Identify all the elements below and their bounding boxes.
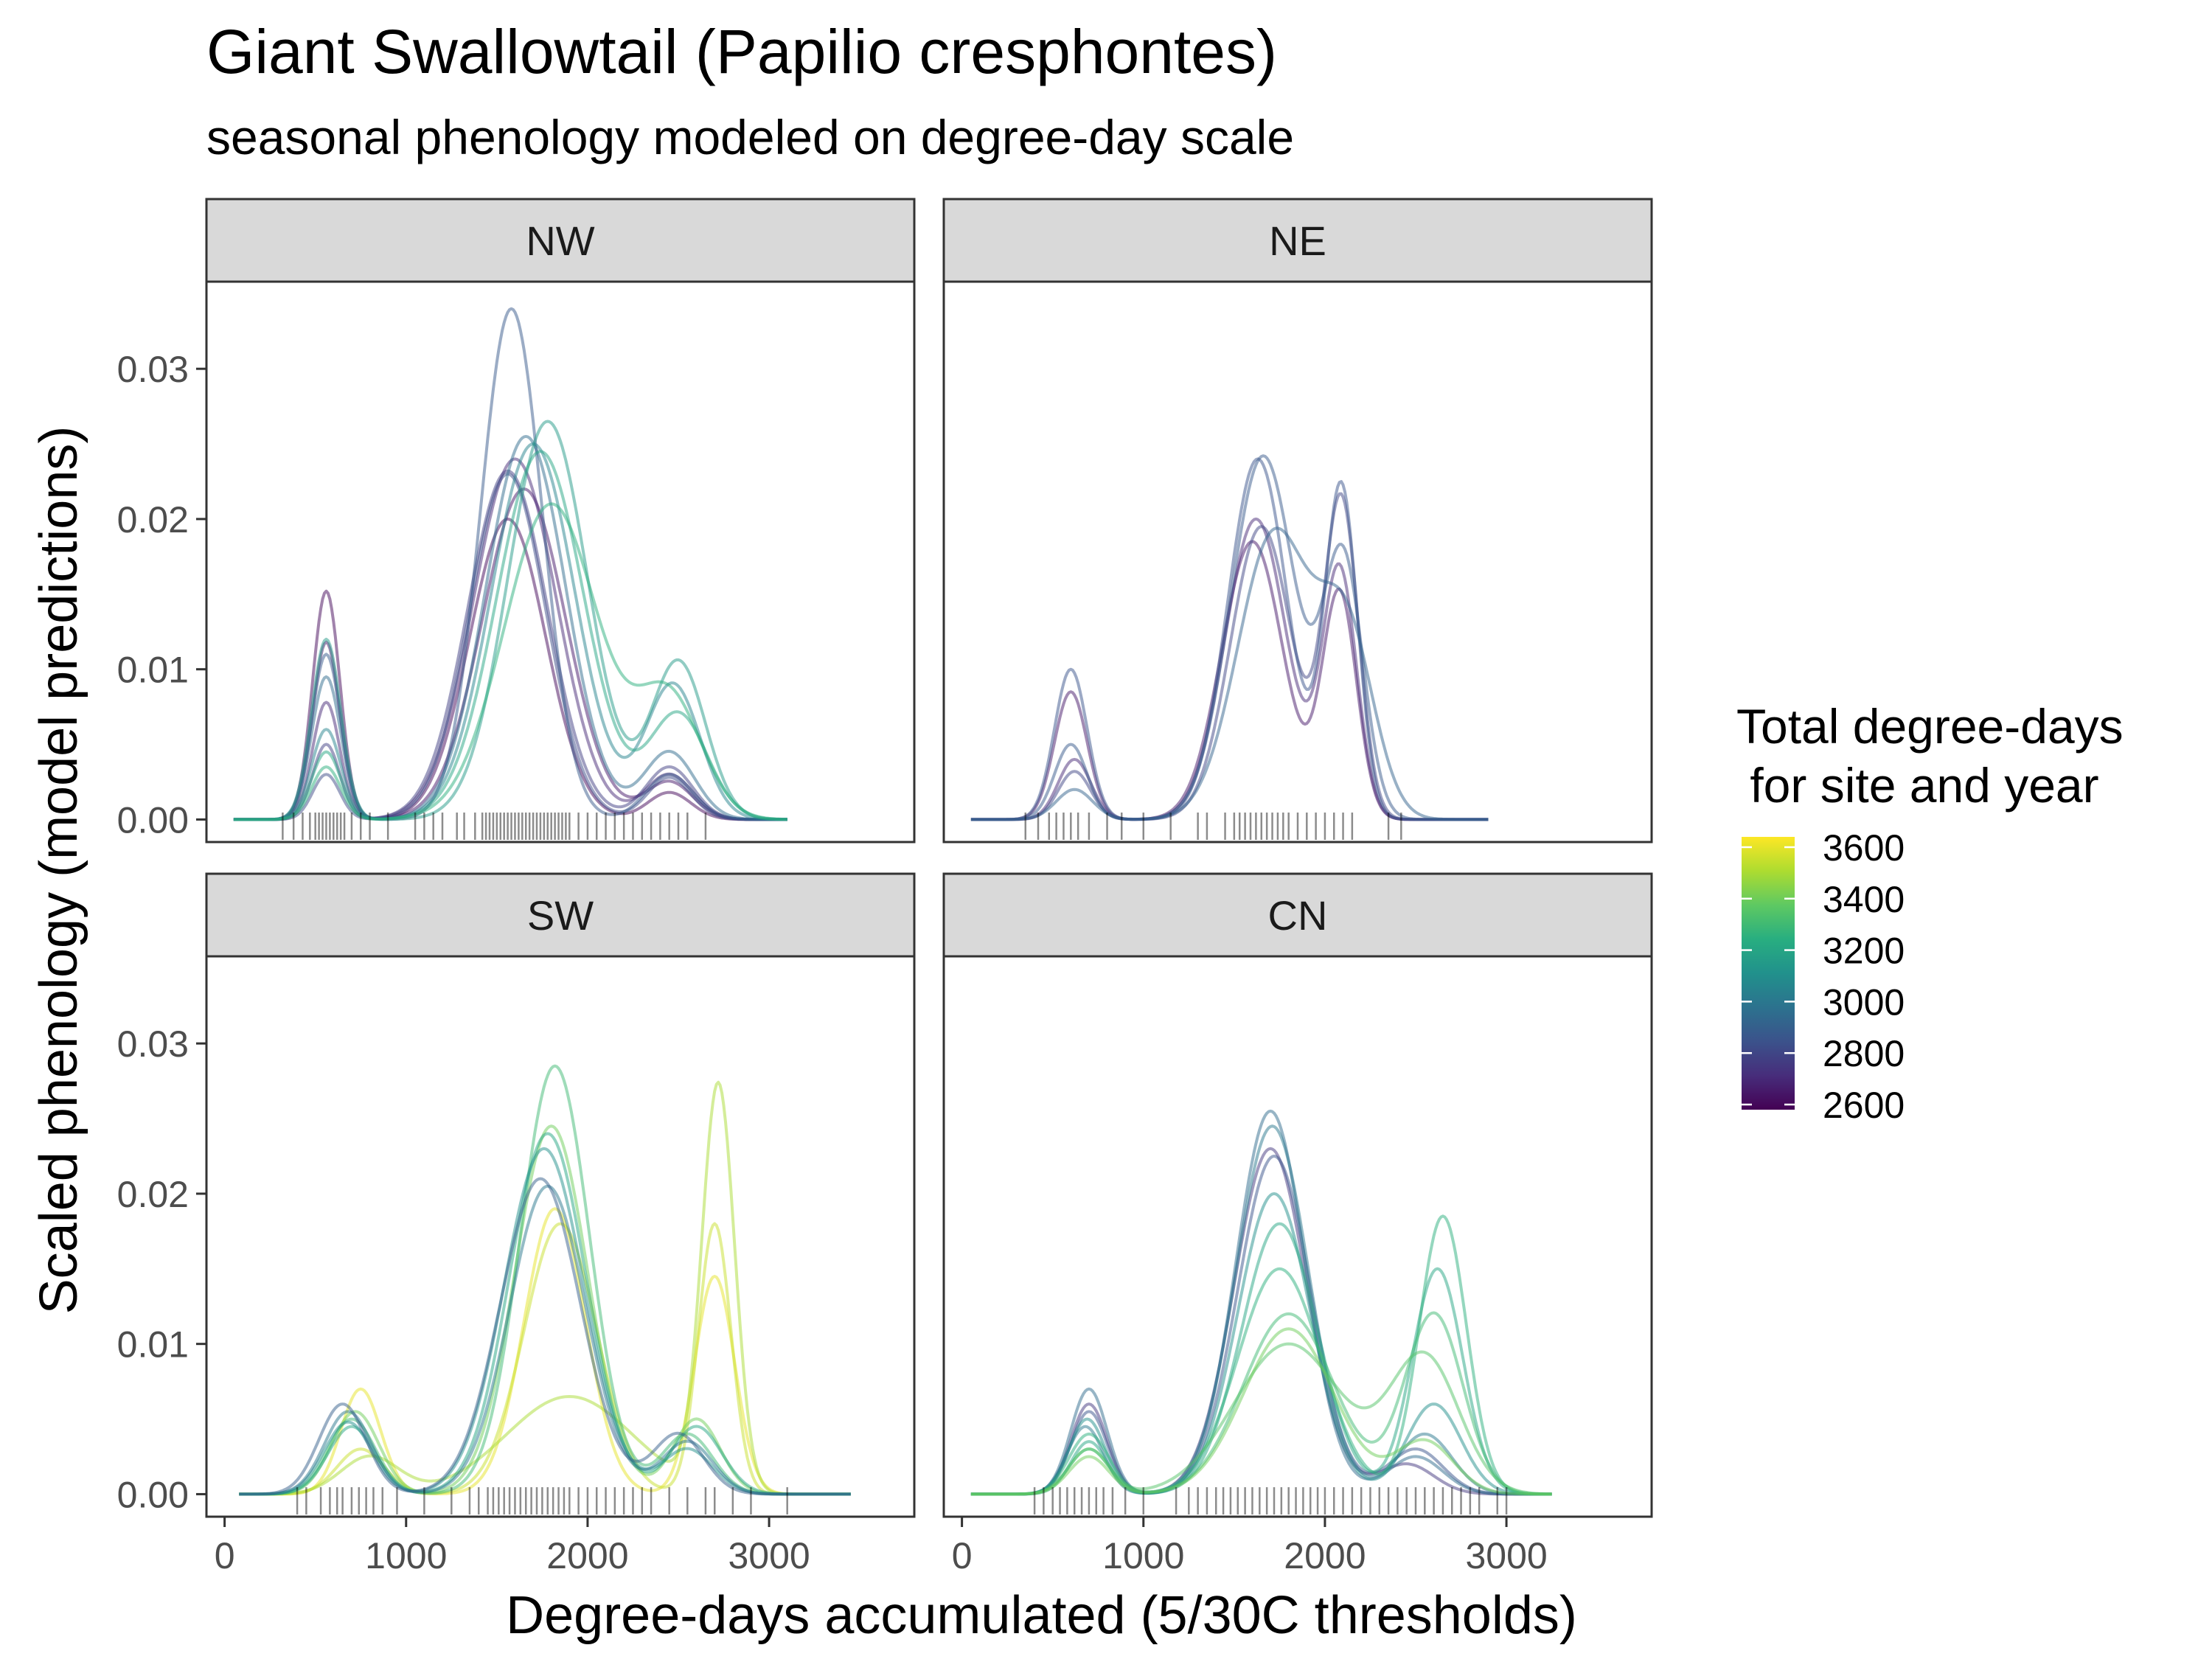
series-line <box>233 472 787 821</box>
plot-area <box>206 956 914 1517</box>
rug-group <box>282 813 707 840</box>
series-line <box>233 442 787 821</box>
y-tick-label: 0.03 <box>117 349 189 390</box>
panel-cn: CN 0 1000 2000 3000 <box>942 872 1653 1576</box>
colorbar-label: 3600 <box>1823 827 1905 869</box>
series-group <box>233 307 787 821</box>
colorbar-label: 3200 <box>1823 931 1905 972</box>
chart-title: Giant Swallowtail (Papilio cresphontes) <box>206 17 1277 86</box>
colorbar-label: 2800 <box>1823 1033 1905 1074</box>
series-line <box>233 517 787 821</box>
x-axis-label: Degree-days accumulated (5/30C threshold… <box>506 1586 1577 1645</box>
colorbar-label: 2600 <box>1823 1085 1905 1126</box>
series-group <box>970 1109 1552 1496</box>
panel-border <box>942 955 1653 1518</box>
colorbar-label: 3400 <box>1823 879 1905 920</box>
facet-strip-label: CN <box>1268 892 1328 939</box>
series-line <box>239 1184 851 1496</box>
series-line <box>970 454 1489 821</box>
colorbar-legend: 3600 3400 3200 3000 2800 2600 <box>1742 827 1905 1126</box>
series-line <box>970 1214 1552 1496</box>
series-group <box>239 1064 851 1496</box>
facet-strip <box>205 198 916 283</box>
series-line <box>233 469 787 821</box>
facet-strip <box>942 872 1653 958</box>
series-line <box>233 502 787 821</box>
series-line <box>239 1177 851 1496</box>
series-line <box>970 457 1489 821</box>
series-line <box>233 420 787 821</box>
y-tick-label: 0.02 <box>117 499 189 540</box>
panel-border <box>205 280 916 844</box>
series-line <box>239 1207 851 1496</box>
series-line <box>233 307 787 821</box>
rug-group <box>296 1487 788 1514</box>
facet-strip-label: NW <box>526 218 594 264</box>
series-line <box>970 1342 1552 1496</box>
panel-border <box>205 955 916 1518</box>
y-tick-label: 0.00 <box>117 799 189 841</box>
chart-subtitle: seasonal phenology modeled on degree-day… <box>206 110 1295 164</box>
y-tick-label: 0.01 <box>117 650 189 691</box>
panel-nw: NW 0.00 0.01 0.02 0.03 <box>117 198 916 844</box>
y-tick-label: 0.03 <box>117 1023 189 1065</box>
x-tick-label: 3000 <box>728 1535 810 1576</box>
x-tick-label: 0 <box>952 1535 973 1576</box>
facet-strip-label: NE <box>1269 218 1326 264</box>
rug-group <box>1024 813 1402 840</box>
x-tick-label: 1000 <box>365 1535 447 1576</box>
series-line <box>970 1109 1552 1496</box>
x-tick-label: 2000 <box>546 1535 628 1576</box>
x-tick-label: 3000 <box>1465 1535 1547 1576</box>
plot-area <box>944 282 1652 842</box>
y-tick-label: 0.00 <box>117 1474 189 1515</box>
y-tick-label: 0.01 <box>117 1324 189 1366</box>
series-line <box>239 1222 851 1496</box>
series-group <box>970 454 1489 821</box>
facet-panels: NW 0.00 0.01 0.02 0.03 NE SW 0.00 0.01 0.02 0.03 0 1… <box>117 198 1653 1576</box>
x-tick-label: 1000 <box>1102 1535 1184 1576</box>
legend-title: Total degree-days for site and year <box>1736 699 2124 813</box>
series-line <box>233 434 787 821</box>
series-line <box>970 1327 1552 1496</box>
series-line <box>239 1132 851 1496</box>
series-line <box>970 1192 1552 1496</box>
y-axis-label: Scaled phenology (model predictions) <box>29 425 88 1315</box>
facet-strip <box>942 198 1653 283</box>
panel-border <box>942 280 1653 844</box>
panel-ne: NE <box>942 198 1653 844</box>
x-tick-label: 0 <box>215 1535 235 1576</box>
y-tick-label: 0.02 <box>117 1174 189 1215</box>
facet-strip-label: SW <box>527 892 594 939</box>
rug-group <box>1033 1487 1508 1514</box>
panel-sw: SW 0.00 0.01 0.02 0.03 0 1000 2000 3000 <box>117 872 916 1576</box>
x-tick-label: 2000 <box>1284 1535 1366 1576</box>
colorbar-label: 3000 <box>1823 981 1905 1023</box>
colorbar <box>1742 837 1795 1110</box>
series-line <box>239 1080 851 1496</box>
series-line <box>970 526 1489 821</box>
